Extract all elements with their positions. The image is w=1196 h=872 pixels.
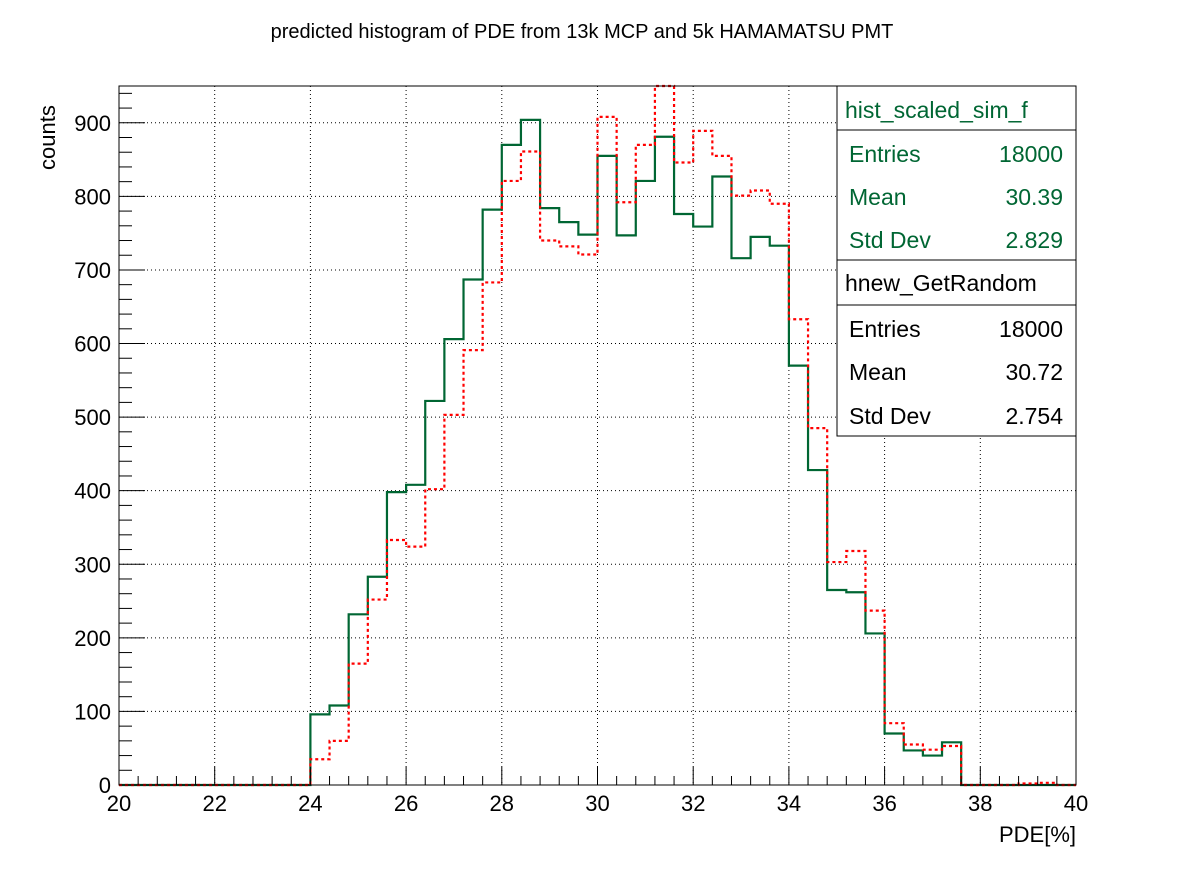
- series-group: [119, 84, 1076, 787]
- y-tick-label: 200: [74, 626, 111, 651]
- y-tick-label: 0: [99, 773, 111, 798]
- stats-sim-stddev-value: 2.829: [1005, 227, 1063, 253]
- x-axis-label: PDE[%]: [999, 822, 1076, 847]
- x-tick-label: 24: [298, 791, 322, 816]
- stats-sim-mean-label: Mean: [849, 184, 907, 210]
- y-tick-label: 300: [74, 552, 111, 577]
- y-tick-label: 100: [74, 699, 111, 724]
- axes: 20 22 24 26 28 30 32 34 36 38 40010020030040050060…: [74, 92, 1088, 816]
- stats-getrandom-entries-value: 18000: [999, 316, 1063, 342]
- y-tick-label: 800: [74, 184, 111, 209]
- y-tick-label: 600: [74, 332, 111, 357]
- stats-sim-entries-label: Entries: [849, 141, 921, 167]
- stats-getrandom-mean-label: Mean: [849, 359, 907, 385]
- x-tick-label: 38: [968, 791, 992, 816]
- x-tick-label: 32: [681, 791, 705, 816]
- stats-sim-mean-value: 30.39: [1005, 184, 1063, 210]
- stats-box-getrandom: hnew_GetRandom Entries 18000 Mean 30.72 …: [836, 259, 1077, 437]
- histogram-series-hnew_GetRandom: [119, 84, 1076, 787]
- x-tick-label: 36: [872, 791, 896, 816]
- x-tick-label: 28: [490, 791, 514, 816]
- x-tick-label: 34: [777, 791, 801, 816]
- stats-getrandom-entries-label: Entries: [849, 316, 921, 342]
- stats-box-getrandom-frame: [836, 259, 1077, 437]
- stats-box-sim-frame: [836, 85, 1077, 261]
- stats-box-sim: hist_scaled_sim_f Entries 18000 Mean 30.…: [836, 85, 1077, 261]
- x-tick-label: 26: [394, 791, 418, 816]
- x-tick-label: 30: [585, 791, 609, 816]
- y-tick-label: 700: [74, 258, 111, 283]
- stats-getrandom-mean-value: 30.72: [1005, 359, 1063, 385]
- stats-sim-name: hist_scaled_sim_f: [845, 97, 1028, 123]
- y-tick-label: 500: [74, 405, 111, 430]
- stats-sim-stddev-label: Std Dev: [849, 227, 931, 253]
- y-axis-label: counts: [35, 105, 60, 170]
- y-tick-label: 900: [74, 111, 111, 136]
- x-tick-label: 22: [202, 791, 226, 816]
- stats-getrandom-stddev-value: 2.754: [1005, 403, 1063, 429]
- stats-getrandom-name: hnew_GetRandom: [845, 270, 1037, 296]
- x-tick-label: 40: [1064, 791, 1088, 816]
- chart-title: predicted histogram of PDE from 13k MCP …: [271, 21, 894, 43]
- stats-getrandom-stddev-label: Std Dev: [849, 403, 931, 429]
- x-tick-label: 20: [107, 791, 131, 816]
- stats-sim-entries-value: 18000: [999, 141, 1063, 167]
- y-tick-label: 400: [74, 479, 111, 504]
